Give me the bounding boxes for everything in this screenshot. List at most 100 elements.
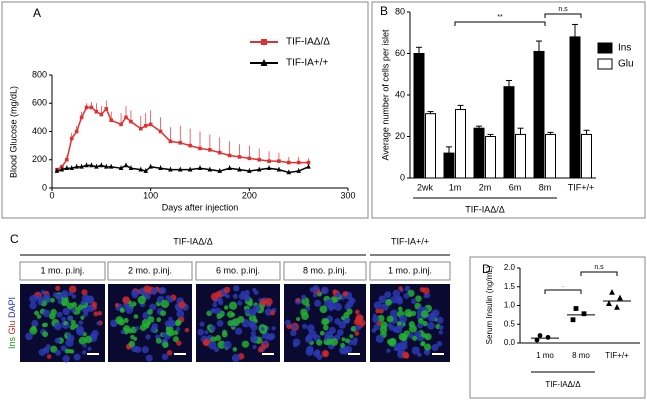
significance-label: n.s [558,6,568,13]
cell-blob [398,286,403,291]
cell-blob [346,308,353,315]
bar [545,133,556,179]
cell-blob [228,301,238,310]
cell-blob [139,324,147,331]
cell-blob [260,327,265,332]
marker [143,168,149,173]
cell-blob [241,340,250,348]
y-tick-label: 0 [42,182,47,192]
marker [537,333,543,338]
marker [581,311,587,317]
cell-blob [29,302,37,310]
x-tick-label: 8 mo [572,351,590,360]
marker [217,150,222,155]
marker [545,334,551,340]
marker [606,300,612,307]
cell-blob [214,307,222,315]
x-tick-label: 2wk [417,182,434,192]
x-tick-label: 6m [509,182,522,192]
cell-blob [63,320,68,326]
cell-blob [30,325,37,331]
cell-blob [223,286,231,294]
cell-blob [416,309,423,316]
cell-blob [375,334,384,343]
cell-blob [408,321,415,328]
cell-blob [260,299,267,306]
cell-blob [412,335,418,341]
bar [581,133,592,179]
column-header: 8 mo. p.inj. [303,265,347,275]
marker [227,165,232,171]
cell-blob [42,309,51,318]
cell-blob [78,336,87,345]
marker [276,166,282,172]
cell-blob [232,293,238,299]
marker [124,115,128,120]
column-header-box [107,261,193,281]
marker [188,143,192,148]
x-tick-label: TIF+/+ [605,351,629,360]
marker [247,168,252,173]
cell-blob [91,301,98,308]
marker [148,164,153,169]
cell-blob [250,330,256,337]
marker [306,164,311,169]
cell-blob [284,319,291,326]
cell-blob [323,318,330,325]
marker [534,337,540,343]
cell-blob [417,318,424,324]
panel-label: C [10,232,19,246]
cell-blob [335,292,341,298]
panel-label: D [482,262,491,276]
marker [138,166,144,172]
marker [139,126,143,131]
marker [94,164,99,169]
marker [609,288,615,295]
cell-blob [235,327,243,335]
cell-blob [64,348,70,354]
column-header-box [19,261,106,281]
cell-blob [69,324,76,331]
cell-blob [424,333,432,341]
cell-blob [149,303,157,311]
cell-blob [208,341,217,350]
marker [109,118,113,122]
marker [84,105,89,110]
cell-blob [263,340,269,346]
cell-blob [115,316,124,325]
marker [266,165,272,171]
cell-blob [216,319,224,327]
cell-blob [417,352,422,358]
cell-blob [431,343,439,352]
y-tick-label: 0 [400,172,405,182]
stain-label: Ins [7,337,17,350]
cell-blob [46,354,52,359]
cell-blob [145,334,151,340]
cell-blob [125,306,134,314]
cell-blob [151,323,159,330]
cell-blob [150,287,158,295]
marker [217,168,223,173]
marker [617,294,623,301]
cell-blob [248,314,257,322]
marker [158,165,163,171]
cell-blob [406,311,413,318]
cell-blob [66,332,71,337]
cell-blob [36,314,42,319]
cell-blob [155,337,162,344]
x-axis-label: Days after injection [162,202,239,212]
cell-blob [253,289,259,296]
cell-blob [127,328,133,334]
cell-blob [223,340,232,350]
legend-label: Ins [618,43,631,54]
marker [197,165,203,171]
bar [569,36,581,179]
cell-blob [271,326,276,331]
cell-blob [176,326,181,331]
legend-label: Glu [618,59,634,70]
cell-blob [80,315,85,320]
cell-blob [42,331,49,338]
cell-blob [387,322,392,328]
x-tick-label: 1 mo [536,351,554,360]
column-header: 1 mo. p.inj. [388,265,432,275]
